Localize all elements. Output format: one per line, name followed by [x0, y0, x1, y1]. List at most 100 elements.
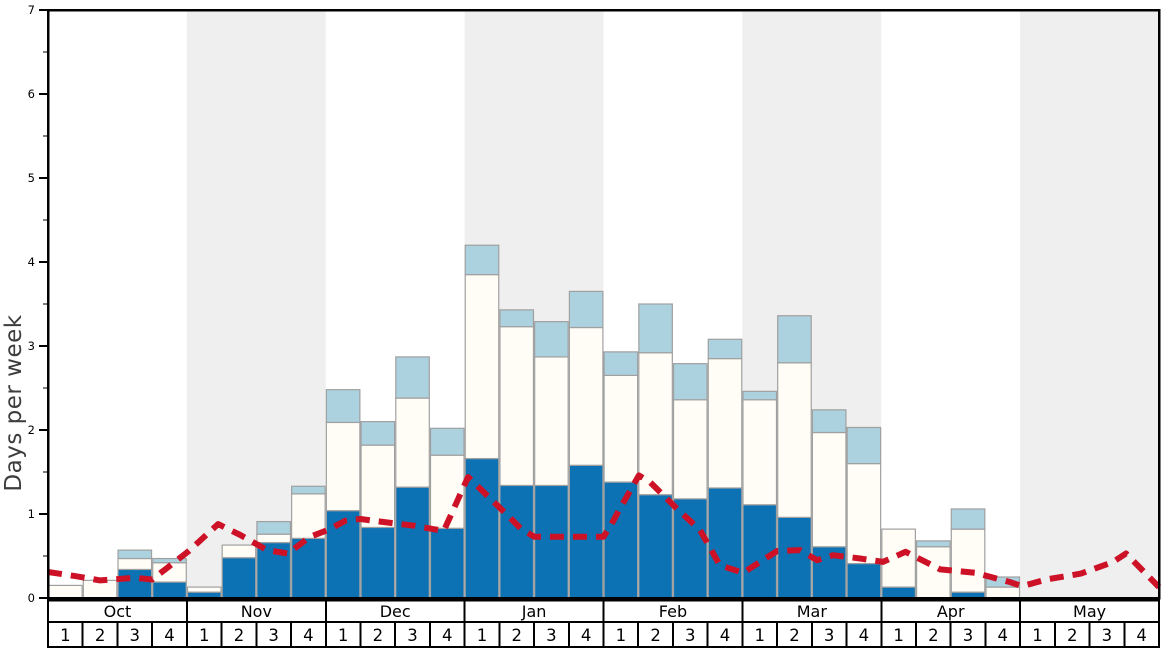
- week-number-label: 1: [477, 626, 488, 645]
- week-number-label: 3: [685, 626, 696, 645]
- bar-segment-dark-blue: [117, 568, 153, 599]
- week-number-label: 1: [199, 626, 210, 645]
- y-tick-label: 1: [28, 507, 35, 521]
- y-tick-label: 4: [28, 255, 35, 269]
- y-tick-label: 5: [28, 171, 35, 185]
- y-tick-label: 3: [28, 339, 35, 353]
- week-cell: [1123, 621, 1160, 648]
- bar-segment-white: [464, 274, 500, 460]
- bar-segment-dark-blue: [742, 504, 778, 599]
- week-cell: [706, 621, 744, 648]
- week-number-label: 3: [130, 626, 141, 645]
- week-number-label: 1: [1032, 626, 1043, 645]
- week-cell: [1088, 621, 1126, 648]
- bar-segment-light-blue: [846, 426, 882, 465]
- bar-segment-white: [360, 444, 396, 529]
- y-tick-label: 0: [28, 591, 35, 605]
- bar-segment-white: [325, 421, 361, 512]
- week-cell: [1019, 621, 1056, 648]
- bar-segment-dark-blue: [395, 486, 430, 599]
- bar-segment-dark-blue: [881, 586, 916, 599]
- week-cell: [533, 621, 570, 648]
- bar-segment-light-blue: [638, 303, 673, 354]
- week-number-label: 3: [407, 626, 418, 645]
- week-number-label: 2: [373, 626, 384, 645]
- bar-segment-white: [395, 397, 430, 488]
- week-number-label: 2: [928, 626, 939, 645]
- bar-segment-light-blue: [707, 338, 743, 360]
- bar-segment-white: [568, 326, 604, 466]
- red-dashed-trend-line: [47, 472, 1162, 590]
- bar-segment-white: [742, 399, 778, 506]
- bar-segment-dark-blue: [638, 494, 673, 599]
- week-number-label: 2: [1067, 626, 1078, 645]
- bar-segment-dark-blue: [429, 527, 465, 599]
- bar-segment-dark-blue: [777, 516, 812, 599]
- bar-segment-white: [291, 493, 326, 539]
- bar-segment-white: [672, 399, 708, 500]
- week-cell: [47, 621, 84, 648]
- bar-segment-light-blue: [950, 508, 986, 530]
- bar-segment-light-blue: [152, 557, 187, 564]
- month-label: Jan: [521, 602, 547, 621]
- week-number-label: 1: [60, 626, 71, 645]
- week-number-label: 2: [234, 626, 245, 645]
- week-cell: [428, 621, 466, 648]
- week-number-label: 4: [720, 626, 731, 645]
- month-label: Mar: [797, 602, 828, 621]
- bar-segment-white: [707, 358, 743, 489]
- week-number-label: 3: [268, 626, 279, 645]
- week-cell: [185, 621, 223, 648]
- y-tick-label: 7: [28, 3, 35, 17]
- bar-segment-light-blue: [534, 321, 569, 358]
- bar-segment-white: [499, 326, 535, 487]
- bar-segment-light-blue: [811, 409, 847, 434]
- bar-segment-light-blue: [464, 244, 500, 276]
- week-cell: [116, 621, 154, 648]
- bar-segment-white: [47, 584, 83, 599]
- month-label: Feb: [659, 602, 687, 621]
- week-cell: [880, 621, 917, 648]
- bar-segment-light-blue: [742, 390, 778, 401]
- week-cell: [151, 621, 188, 648]
- bar-segment-dark-blue: [568, 464, 604, 599]
- month-label: Oct: [104, 602, 132, 621]
- week-cell: [324, 621, 362, 648]
- bar-segment-light-blue: [672, 363, 708, 401]
- month-label: Nov: [241, 602, 272, 621]
- bar-segment-dark-blue: [152, 581, 187, 599]
- bar-segment-dark-blue: [221, 557, 257, 599]
- week-number-label: 3: [963, 626, 974, 645]
- week-number-label: 2: [511, 626, 522, 645]
- bar-segment-light-blue: [777, 315, 812, 364]
- week-cell: [359, 621, 397, 648]
- bar-segment-white: [846, 463, 882, 565]
- bar-segment-light-blue: [568, 290, 604, 329]
- week-cell: [845, 621, 883, 648]
- bar-segment-light-blue: [256, 520, 292, 535]
- week-number-label: 4: [581, 626, 592, 645]
- month-label: Dec: [380, 602, 411, 621]
- bar-segment-light-blue: [429, 427, 465, 456]
- bar-segment-dark-blue: [464, 457, 500, 599]
- month-shade-band: [1020, 10, 1159, 598]
- bar-segment-dark-blue: [534, 484, 569, 599]
- week-number-label: 3: [824, 626, 835, 645]
- bar-segment-white: [777, 362, 812, 518]
- bar-segment-light-blue: [117, 549, 153, 560]
- week-number-label: 3: [546, 626, 557, 645]
- week-number-label: 4: [442, 626, 453, 645]
- week-number-label: 4: [303, 626, 314, 645]
- bar-segment-light-blue: [603, 351, 639, 377]
- bar-segment-white: [534, 356, 569, 487]
- bar-segment-white: [256, 533, 292, 544]
- bar-segment-white: [221, 544, 257, 559]
- bar-segment-light-blue: [325, 389, 361, 424]
- bar-segment-white: [811, 431, 847, 548]
- bar-segment-dark-blue: [603, 481, 639, 599]
- bar-segment-dark-blue: [846, 562, 882, 599]
- bar-segment-dark-blue: [499, 484, 535, 599]
- bar-segment-light-blue: [915, 540, 951, 548]
